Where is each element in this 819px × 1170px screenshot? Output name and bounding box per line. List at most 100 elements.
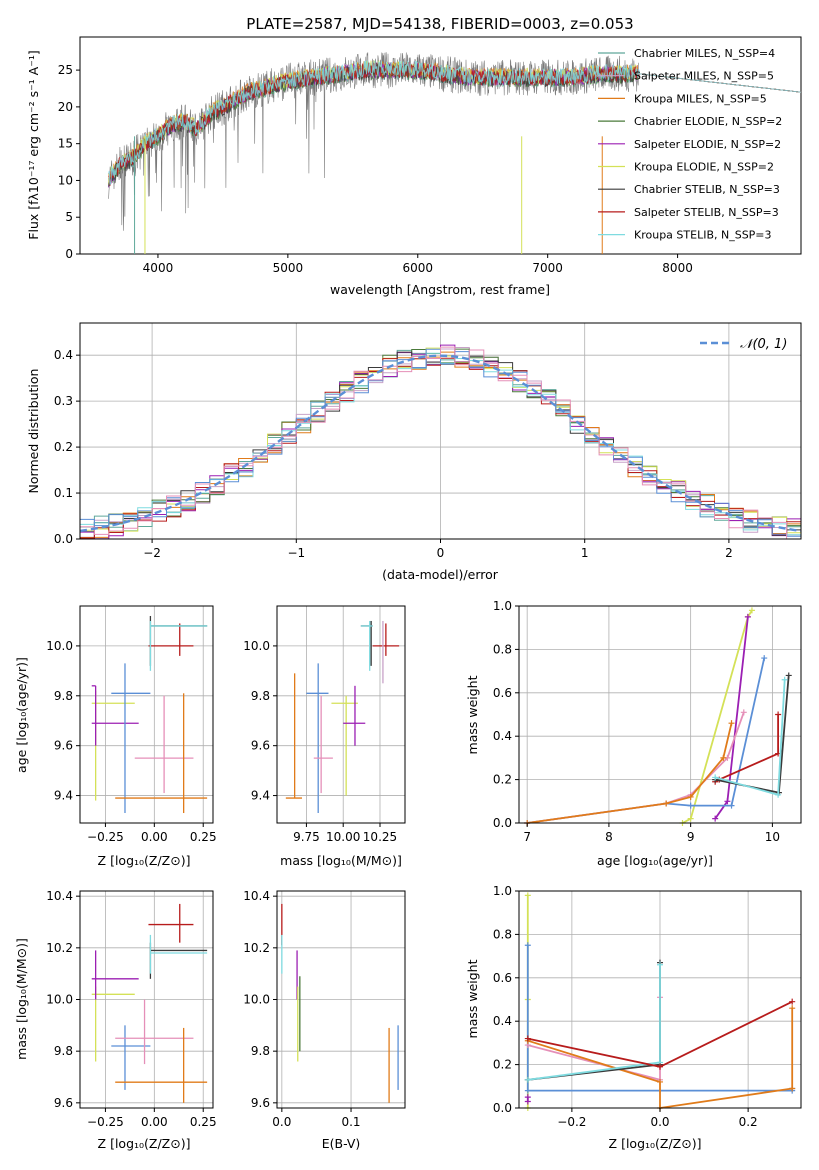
legend-entry-label: Kroupa MILES, N_SSP=5 (634, 92, 767, 105)
x-tick-label: 1 (581, 546, 589, 560)
ticks: −0.25 0.00 0.25 9.4 9.6 9.8 10.0 (46, 639, 216, 844)
weight-marker (687, 802, 694, 809)
legend-entry-label: Chabrier MILES, N_SSP=4 (634, 47, 775, 60)
x-tick-label: 7 (523, 830, 531, 844)
x-tick-label: 0.1 (341, 1115, 360, 1129)
y-tick-label: 0.2 (493, 773, 512, 787)
weight-z-xlabel: Z [log₁₀(Z/Z⊙)] (609, 1136, 702, 1151)
mass-z-ylabel: mass [log₁₀(M/M⊙)] (14, 938, 29, 1060)
y-tick-label: 10.0 (46, 993, 73, 1007)
y-tick-label: 0.6 (493, 686, 512, 700)
y-tick-label: 5 (65, 210, 73, 224)
mass-z-xlabel: Z [log₁₀(Z/Z⊙)] (98, 1136, 191, 1151)
x-tick-label: 6000 (402, 261, 433, 275)
y-tick-label: 9.8 (54, 689, 73, 703)
x-tick-label: −1 (287, 546, 305, 560)
y-tick-label: 9.4 (251, 789, 270, 803)
y-tick-label: 9.6 (54, 739, 73, 753)
y-tick-label: 0.4 (54, 348, 73, 362)
y-tick-label: 9.8 (54, 1044, 73, 1058)
y-tick-label: 0.4 (493, 729, 512, 743)
marks (285, 620, 400, 814)
legend-entry-label: Salpeter ELODIE, N_SSP=2 (634, 138, 781, 151)
weight-marker (524, 942, 531, 949)
weight-marker (744, 613, 751, 620)
model-spectrum-line (108, 60, 802, 185)
weight-marker (524, 1087, 531, 1094)
x-tick-label: −0.25 (87, 1115, 124, 1129)
weight-marker (781, 676, 788, 683)
y-tick-label: 10.0 (243, 639, 270, 653)
weight-marker (657, 961, 663, 968)
weight-marker (775, 791, 782, 798)
y-tick-label: 1.0 (493, 599, 512, 613)
weight-marker (761, 655, 768, 662)
weight-marker (789, 1085, 796, 1092)
weight-marker (720, 754, 727, 761)
weight-marker (740, 709, 747, 716)
grid (80, 891, 213, 1108)
ticks: 9.75 10.00 10.25 9.4 9.6 9.8 10.0 (243, 639, 397, 844)
y-tick-label: 9.6 (251, 1096, 270, 1110)
spectrum-ticks: 4000 5000 6000 7000 8000 0 5 10 15 20 25 (58, 63, 693, 275)
y-tick-label: 20 (58, 100, 73, 114)
x-tick-label: 0.0 (650, 1115, 669, 1129)
age-vs-mass-panel: mass [log₁₀(M/M⊙)] 9.75 10.00 10.259.49.69… (243, 605, 406, 868)
axes-frame (518, 605, 802, 824)
weight-z-ylabel: mass weight (465, 959, 480, 1038)
spectrum-series (108, 52, 802, 254)
weight-marker (687, 815, 694, 822)
spectrum-panel: 4000 5000 6000 7000 8000 0 5 10 15 20 25 Chabrier … (26, 36, 802, 297)
y-tick-label: 9.8 (251, 689, 270, 703)
legend-entry-label: Salpeter MILES, N_SSP=5 (634, 70, 774, 83)
x-tick-label: −0.25 (87, 830, 124, 844)
y-tick-label: 0.3 (54, 394, 73, 408)
weight-line (714, 714, 779, 783)
x-tick-label: 0.25 (190, 830, 217, 844)
weight-marker (524, 1076, 531, 1083)
x-tick-label: 0.00 (141, 1115, 168, 1129)
x-tick-label: 7000 (532, 261, 563, 275)
grid (80, 606, 213, 823)
weight-marker (748, 607, 755, 614)
ticks: 7 8 9 10 0.0 0.2 0.4 0.6 0.8 1.0 (493, 599, 780, 844)
residuals-ticks: −2 −1 0 1 2 0.0 0.1 0.2 0.3 0.4 (54, 348, 733, 560)
x-tick-label: 8 (605, 830, 613, 844)
x-tick-label: 2 (725, 546, 733, 560)
legend-entry-label: Kroupa STELIB, N_SSP=3 (634, 229, 772, 242)
weight-age-ylabel: mass weight (465, 675, 480, 754)
weight-line (527, 722, 733, 824)
marks (91, 615, 208, 814)
marks (524, 607, 792, 826)
y-tick-label: 10.4 (243, 889, 270, 903)
x-tick-label: 9.75 (293, 830, 320, 844)
weight-line (682, 609, 753, 824)
x-tick-label: 10 (765, 830, 780, 844)
y-tick-label: 0.8 (493, 927, 512, 941)
weight-marker (524, 892, 531, 899)
massweight-vs-age-panel: age [log₁₀(age/yr)] mass weight 7 8 9 10 0.0… (465, 599, 802, 868)
y-tick-label: 0.0 (493, 1101, 512, 1115)
y-tick-label: 0.8 (493, 642, 512, 656)
y-tick-label: 10.2 (46, 941, 73, 955)
legend-entry-label: Chabrier ELODIE, N_SSP=2 (634, 115, 782, 128)
grid (277, 891, 405, 1108)
legend-entry-label: Salpeter STELIB, N_SSP=3 (634, 206, 779, 219)
y-tick-label: 10.2 (243, 941, 270, 955)
y-tick-label: 9.6 (54, 1096, 73, 1110)
y-tick-label: 9.8 (251, 1044, 270, 1058)
weight-marker (728, 720, 735, 727)
age-z-xlabel: Z [log₁₀(Z/Z⊙)] (98, 853, 191, 868)
y-tick-label: 0.6 (493, 971, 512, 985)
spectrum-ylabel: Flux [fλ10⁻¹⁷ erg cm⁻² s⁻¹ A⁻¹] (26, 50, 41, 239)
weight-marker (789, 1005, 796, 1012)
ticks: −0.2 0.0 0.2 0.0 0.2 0.4 0.6 0.8 1.0 (493, 884, 758, 1129)
spectrum-legend: Chabrier MILES, N_SSP=4 Salpeter MILES, N… (598, 47, 782, 242)
weight-marker (687, 793, 694, 800)
age-z-ylabel: age [log₁₀(age/yr)] (14, 657, 29, 773)
mass-ebv-xlabel: E(B-V) (322, 1136, 361, 1151)
x-tick-label: 10.00 (326, 830, 360, 844)
x-tick-label: 4000 (143, 261, 174, 275)
weight-marker (657, 1078, 663, 1085)
